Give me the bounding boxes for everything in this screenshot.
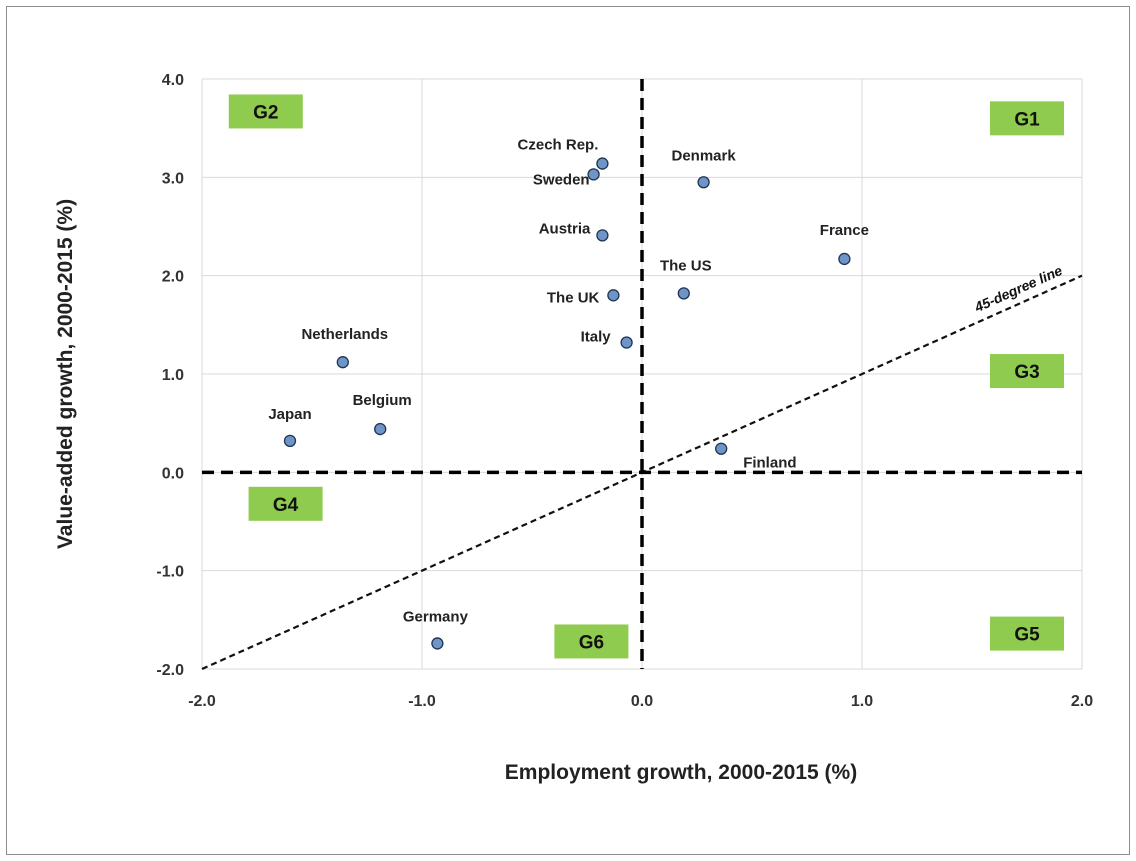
group-box [554, 624, 629, 659]
point-label: Italy [581, 329, 612, 346]
data-point [283, 434, 297, 448]
group-box [990, 101, 1064, 136]
point-label: Germany [403, 608, 469, 625]
point-label: Netherlands [301, 326, 388, 343]
y-tick-label: 2.0 [162, 269, 184, 286]
x-tick-label: 1.0 [851, 693, 873, 710]
data-point [587, 168, 600, 181]
y-tick-label: -2.0 [156, 662, 184, 679]
point-label: The US [660, 257, 712, 274]
x-tick-label: -1.0 [408, 693, 436, 710]
point-labels: Czech Rep. Sweden Denmark Austria France The … [268, 137, 869, 626]
group-box [990, 616, 1064, 651]
data-point [697, 176, 710, 189]
group-box [990, 354, 1064, 389]
point-label: Czech Rep. [518, 137, 599, 154]
point-label: Austria [539, 220, 591, 237]
chart-frame [6, 6, 1130, 855]
x-tick-label: 2.0 [1071, 693, 1093, 710]
data-point [374, 422, 387, 436]
point-label: Sweden [533, 171, 590, 188]
y-tick-label: 0.0 [162, 465, 184, 482]
data-point [838, 252, 851, 266]
y-tick-label: -1.0 [156, 564, 184, 581]
data-point [677, 287, 690, 300]
tick-labels: -2.0 -1.0 0.0 1.0 2.0 -2.0 -1.0 0.0 1.0 2.0 3.0 4.0 [156, 72, 1093, 710]
x-tick-label: 0.0 [631, 693, 653, 710]
point-label: Finland [743, 455, 796, 472]
group-label: G1 [1014, 109, 1040, 130]
y-tick-label: 3.0 [162, 170, 184, 187]
data-point [620, 336, 633, 349]
point-label: Denmark [671, 147, 736, 164]
y-tick-label: 1.0 [162, 367, 184, 384]
y-tick-label: 4.0 [162, 72, 184, 89]
point-label: The UK [547, 289, 600, 306]
x-axis-title: Employment growth, 2000-2015 (%) [505, 761, 857, 784]
data-point [607, 289, 620, 302]
group-label: G5 [1014, 625, 1040, 646]
y-axis-title: Value-added growth, 2000-2015 (%) [54, 199, 77, 549]
group-label: G3 [1014, 362, 1039, 383]
x-tick-label: -2.0 [188, 693, 216, 710]
data-points [283, 157, 851, 650]
data-point [715, 442, 728, 455]
group-box [228, 94, 303, 129]
point-label: France [820, 222, 869, 239]
group-label: G6 [579, 632, 604, 653]
group-label: G4 [273, 495, 299, 516]
data-point [336, 356, 349, 369]
group-box [248, 486, 323, 521]
data-point [431, 637, 444, 650]
point-label: Japan [268, 406, 311, 423]
group-labels: G1 G2 G3 G4 G5 G6 [228, 94, 1064, 659]
group-label: G2 [253, 102, 278, 123]
data-point [596, 157, 609, 170]
point-label: Belgium [353, 392, 412, 409]
data-point [596, 229, 609, 242]
